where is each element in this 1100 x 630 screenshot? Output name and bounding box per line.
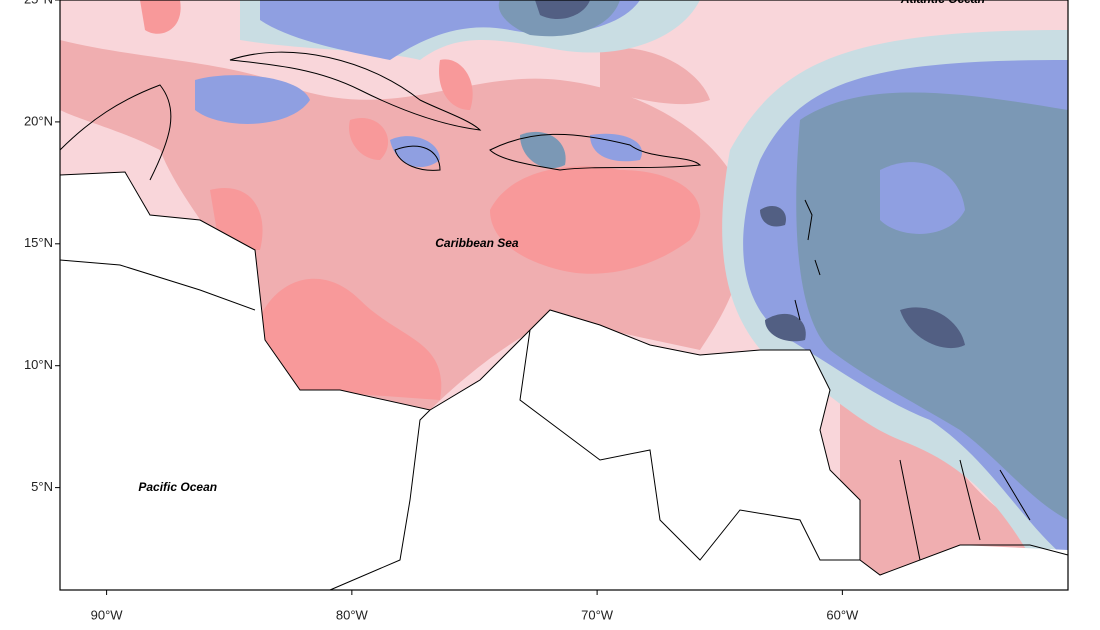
y-tick-label: 15°N xyxy=(24,235,53,250)
x-tick-label: 80°W xyxy=(336,607,369,622)
frame xyxy=(59,0,1069,591)
x-tick-label: 70°W xyxy=(581,607,614,622)
place-label: Atlantic Ocean xyxy=(900,0,985,6)
field xyxy=(60,0,1068,590)
y-tick-label: 20°N xyxy=(24,113,53,128)
place-label: Caribbean Sea xyxy=(435,236,519,250)
y-tick-label: 25°N xyxy=(24,0,53,6)
y-tick-label: 5°N xyxy=(31,479,53,494)
x-tick-label: 60°W xyxy=(826,607,859,622)
coastlines xyxy=(59,0,1069,591)
x-tick-label: 90°W xyxy=(91,607,124,622)
y-tick-label: 10°N xyxy=(24,357,53,372)
place-label: Pacific Ocean xyxy=(138,480,217,494)
